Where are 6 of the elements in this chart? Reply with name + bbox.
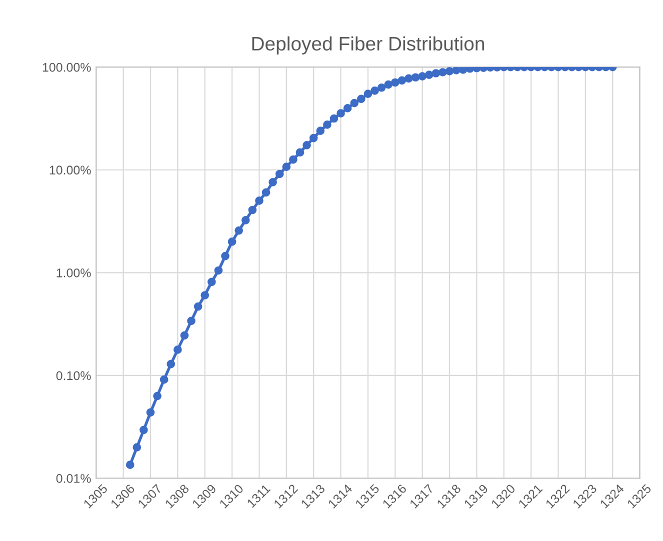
- y-tick-label: 1.00%: [56, 268, 91, 278]
- chart-title: Deployed Fiber Distribution: [252, 36, 484, 54]
- y-tick-label: 0.01%: [56, 474, 91, 483]
- y-tick-label: 10.00%: [50, 166, 91, 175]
- y-tick-label: 100.00%: [42, 62, 91, 72]
- y-tick-label: 0.10%: [56, 371, 91, 380]
